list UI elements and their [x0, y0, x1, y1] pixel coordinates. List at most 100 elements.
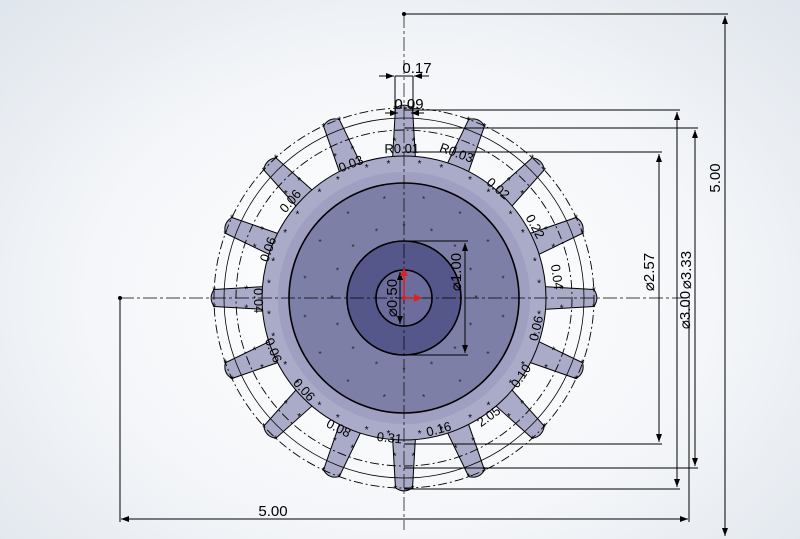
sketch-point: * [352, 345, 355, 354]
vertex-marker: * [467, 473, 471, 484]
sketch-point: * [346, 378, 349, 387]
vertex-marker: * [271, 257, 275, 268]
sketch-point: * [318, 238, 321, 247]
hub-diameter-text[interactable]: ⌀1.00 [448, 253, 465, 291]
vertex-marker: * [592, 285, 596, 296]
small-dimension-label[interactable]: R0.01 [384, 141, 419, 157]
vertex-marker: * [337, 473, 341, 484]
sketch-point: * [422, 195, 425, 204]
vertex-marker: * [468, 175, 472, 186]
vertex-marker: * [454, 443, 458, 454]
vertex-marker: * [212, 285, 216, 296]
sketch-point: * [303, 274, 306, 283]
sketch-point: * [422, 393, 425, 402]
tooth-width-text[interactable]: 0.17 [402, 60, 431, 77]
vertex-marker: * [267, 310, 271, 321]
vertex-marker: * [487, 187, 491, 198]
vertex-marker: * [284, 189, 288, 200]
hub-diameter-dimension[interactable]: ⌀1.00 [404, 240, 468, 356]
width-dimension-text[interactable]: 5.00 [258, 503, 287, 520]
small-dimension-label[interactable]: 0.16 [425, 419, 453, 440]
vertex-marker: * [520, 399, 524, 410]
vertex-marker: * [592, 303, 596, 314]
vertex-marker: * [530, 154, 534, 165]
vertex-marker: * [544, 225, 548, 236]
sketch-point: * [375, 227, 378, 236]
vertex-marker: * [471, 152, 475, 163]
vertex-marker: * [297, 412, 301, 423]
vertex-marker: * [533, 331, 537, 342]
vertex-marker: * [542, 422, 546, 433]
vertex-marker: * [551, 346, 555, 357]
vertex-marker: * [336, 413, 340, 424]
sketch-point: * [486, 350, 489, 359]
pitch-diameter-dimension[interactable]: ⌀3.00 [404, 109, 694, 490]
vertex-marker: * [533, 257, 537, 268]
vertex-marker: * [230, 213, 234, 224]
vertex-marker: * [412, 136, 416, 147]
vertex-marker: * [483, 122, 487, 133]
vertex-marker: * [439, 163, 443, 174]
sketch-point: * [501, 314, 504, 323]
sketch-point: * [375, 361, 378, 370]
sketch-point: * [459, 378, 462, 387]
bore-diameter-text[interactable]: ⌀0.50 [384, 279, 401, 317]
pitch-diameter-text[interactable]: ⌀3.00 [677, 291, 694, 329]
sketch-point: * [330, 294, 333, 303]
vertex-marker: * [393, 452, 397, 463]
vertex-marker: * [295, 210, 299, 221]
origin-icon[interactable] [400, 268, 422, 302]
sketch-point: * [453, 345, 456, 354]
sketch-point: * [469, 266, 472, 275]
vertex-marker: * [244, 303, 248, 314]
vertex-marker: * [244, 285, 248, 296]
small-dimension-label[interactable]: 0.31 [376, 429, 403, 447]
sketch-point: * [474, 294, 477, 303]
small-dimension-label[interactable]: 0.04 [548, 263, 566, 290]
vertex-marker: * [350, 145, 354, 156]
sketch-point: * [459, 210, 462, 219]
vertex-marker: * [283, 228, 287, 239]
sketch-point: * [430, 227, 433, 236]
tooth-width-dimension[interactable]: 0.17 [379, 60, 432, 112]
root-diameter-text[interactable]: ⌀2.57 [641, 253, 658, 291]
vertex-marker: * [386, 429, 390, 440]
sketch-points: * * * * * * * * * * * * * * * * * * * * * * * * * * * * * * * * [303, 195, 504, 402]
sketch-point: * [430, 361, 433, 370]
root-diameter-dimension[interactable]: ⌀2.57 [404, 151, 662, 445]
vertex-marker: * [336, 175, 340, 186]
vertex-marker: * [574, 213, 578, 224]
sketch-point: * [303, 314, 306, 323]
vertex-marker: * [467, 115, 471, 126]
vertex-marker: * [253, 346, 257, 357]
height-dimension[interactable]: 5.00 [402, 12, 728, 536]
width-dimension[interactable]: 5.00 [118, 296, 690, 522]
sketch-point: * [336, 266, 339, 275]
vertex-marker: * [318, 187, 322, 198]
small-dimension-label[interactable]: 0.04 [251, 288, 266, 314]
vertex-marker: * [530, 434, 534, 445]
small-dimension-label[interactable]: 0.06 [526, 314, 546, 342]
height-dimension-text[interactable]: 5.00 [707, 163, 724, 192]
vertex-marker: * [537, 278, 541, 289]
vertex-marker: * [560, 285, 564, 296]
vertex-marker: * [454, 145, 458, 156]
sketch-point: * [486, 238, 489, 247]
tip-width-text[interactable]: 0.09 [394, 96, 423, 113]
bore-diameter-dimension[interactable]: ⌀0.50 [384, 272, 403, 324]
vertex-marker: * [274, 434, 278, 445]
vertex-marker: * [333, 436, 337, 447]
vertex-marker: * [386, 159, 390, 170]
vertex-marker: * [393, 484, 397, 495]
tip-width-dimension[interactable]: 0.09 [385, 96, 424, 116]
sketch-point: * [336, 322, 339, 331]
vertex-marker: * [295, 378, 299, 389]
outer-diameter-text[interactable]: ⌀3.33 [678, 251, 695, 289]
vertex-marker: * [468, 413, 472, 424]
sketch-point: * [402, 222, 405, 231]
vertex-marker: * [253, 242, 257, 253]
sketch-point: * [346, 210, 349, 219]
sketch-point: * [318, 350, 321, 359]
outer-diameter-dimension[interactable]: ⌀3.33 [404, 127, 698, 469]
